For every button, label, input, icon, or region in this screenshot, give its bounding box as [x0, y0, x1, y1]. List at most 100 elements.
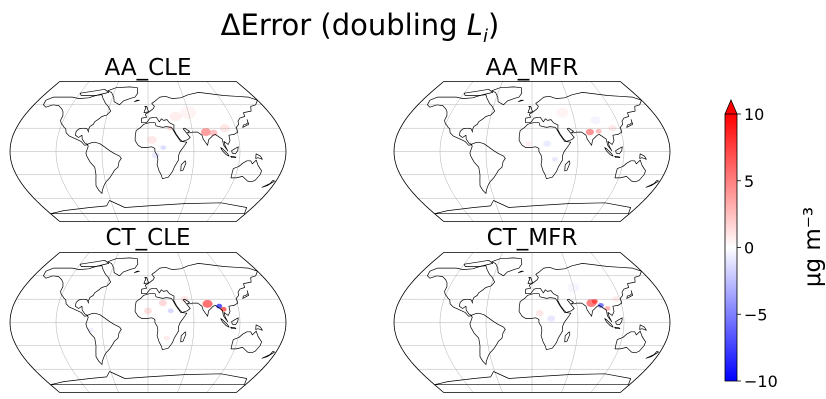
coastline [564, 160, 571, 172]
map-ct-mfr [393, 252, 671, 393]
coastline [614, 159, 646, 183]
colorbar-bar [724, 113, 738, 382]
colorbar-extend-arrow [724, 98, 738, 115]
gridline [590, 81, 625, 222]
error-patch [591, 299, 598, 304]
colorbar: 10 5 0 −5 −10 μg m⁻³ [724, 98, 826, 391]
coastline [434, 200, 632, 215]
coastline [50, 371, 248, 386]
coastline [180, 160, 187, 172]
coastline [427, 94, 496, 146]
coastline [230, 326, 237, 330]
panel-title-aa-cle: AA_CLE [104, 55, 192, 81]
coastline [604, 147, 614, 157]
coastline [79, 259, 110, 267]
map-border [393, 252, 671, 393]
coastline [518, 122, 572, 180]
error-patch [202, 299, 213, 308]
coastline [43, 94, 112, 146]
coastline [639, 324, 647, 331]
coastline [255, 324, 263, 331]
error-patch [146, 135, 157, 144]
coastline [255, 153, 263, 160]
coastline [615, 146, 623, 155]
map-border [9, 81, 287, 222]
coastline [518, 293, 572, 351]
coastline [525, 263, 642, 323]
gridline [485, 81, 503, 222]
gridline [55, 81, 90, 222]
coastline [614, 155, 621, 159]
coastline [220, 318, 230, 328]
coastline [645, 179, 659, 188]
error-patch [547, 315, 556, 322]
gridline [590, 252, 625, 393]
coastline [491, 86, 523, 106]
gridline [177, 252, 195, 393]
coastline [134, 122, 188, 180]
map-border [393, 81, 671, 222]
coastline [107, 257, 139, 277]
colorbar-tick-label: −5 [744, 305, 768, 324]
coastline [469, 312, 506, 365]
error-patch [160, 145, 167, 151]
coastline [604, 318, 614, 328]
figure-title: ΔError (doubling Li) [220, 8, 500, 47]
error-patch [590, 116, 601, 125]
gridline [485, 252, 503, 393]
coastline [43, 265, 112, 317]
coastline [434, 371, 632, 386]
map-aa-cle [9, 81, 287, 222]
map-aa-mfr [393, 81, 671, 222]
coastline [261, 350, 275, 359]
coastline [220, 147, 230, 157]
coastline [518, 99, 524, 103]
coastline [230, 330, 262, 354]
coastline [261, 179, 275, 188]
coastline [614, 326, 621, 330]
coastline [143, 277, 150, 284]
coastline [134, 99, 140, 103]
colorbar-tick-label: −10 [744, 372, 778, 391]
error-patch [158, 299, 167, 307]
coastline [626, 290, 634, 299]
error-patch [585, 128, 594, 136]
gridline [206, 252, 241, 393]
error-patch [556, 107, 569, 118]
error-patch [543, 140, 552, 147]
coastline [242, 119, 250, 128]
colorbar-tick-label: 5 [744, 172, 754, 191]
gridline [177, 81, 195, 222]
gridline [561, 81, 579, 222]
gridline [561, 252, 579, 393]
gridline [101, 252, 119, 393]
error-patch [200, 128, 211, 137]
coastline [107, 86, 139, 106]
coastline [85, 141, 122, 194]
error-patch [163, 335, 170, 341]
map-ct-cle [9, 252, 287, 393]
error-patch [595, 128, 602, 134]
error-patch [597, 302, 604, 308]
coastline [639, 153, 647, 160]
coastline [469, 141, 506, 194]
coastline [231, 146, 239, 155]
coastline [427, 265, 496, 317]
coastline [626, 119, 634, 128]
colorbar-label: μg m⁻³ [800, 207, 826, 287]
gridline [439, 252, 474, 393]
coastline [614, 330, 646, 354]
coastline [645, 350, 659, 359]
coastline [230, 159, 262, 183]
gridline [439, 81, 474, 222]
coastline [79, 88, 110, 96]
error-patch [167, 308, 174, 314]
coastline [50, 200, 248, 215]
coastline [141, 92, 258, 152]
coastline [564, 331, 571, 343]
error-patch [535, 309, 544, 317]
coastline [242, 290, 250, 299]
panel-title-aa-mfr: AA_MFR [485, 55, 579, 81]
coastline [518, 270, 524, 274]
error-patch [169, 111, 182, 122]
